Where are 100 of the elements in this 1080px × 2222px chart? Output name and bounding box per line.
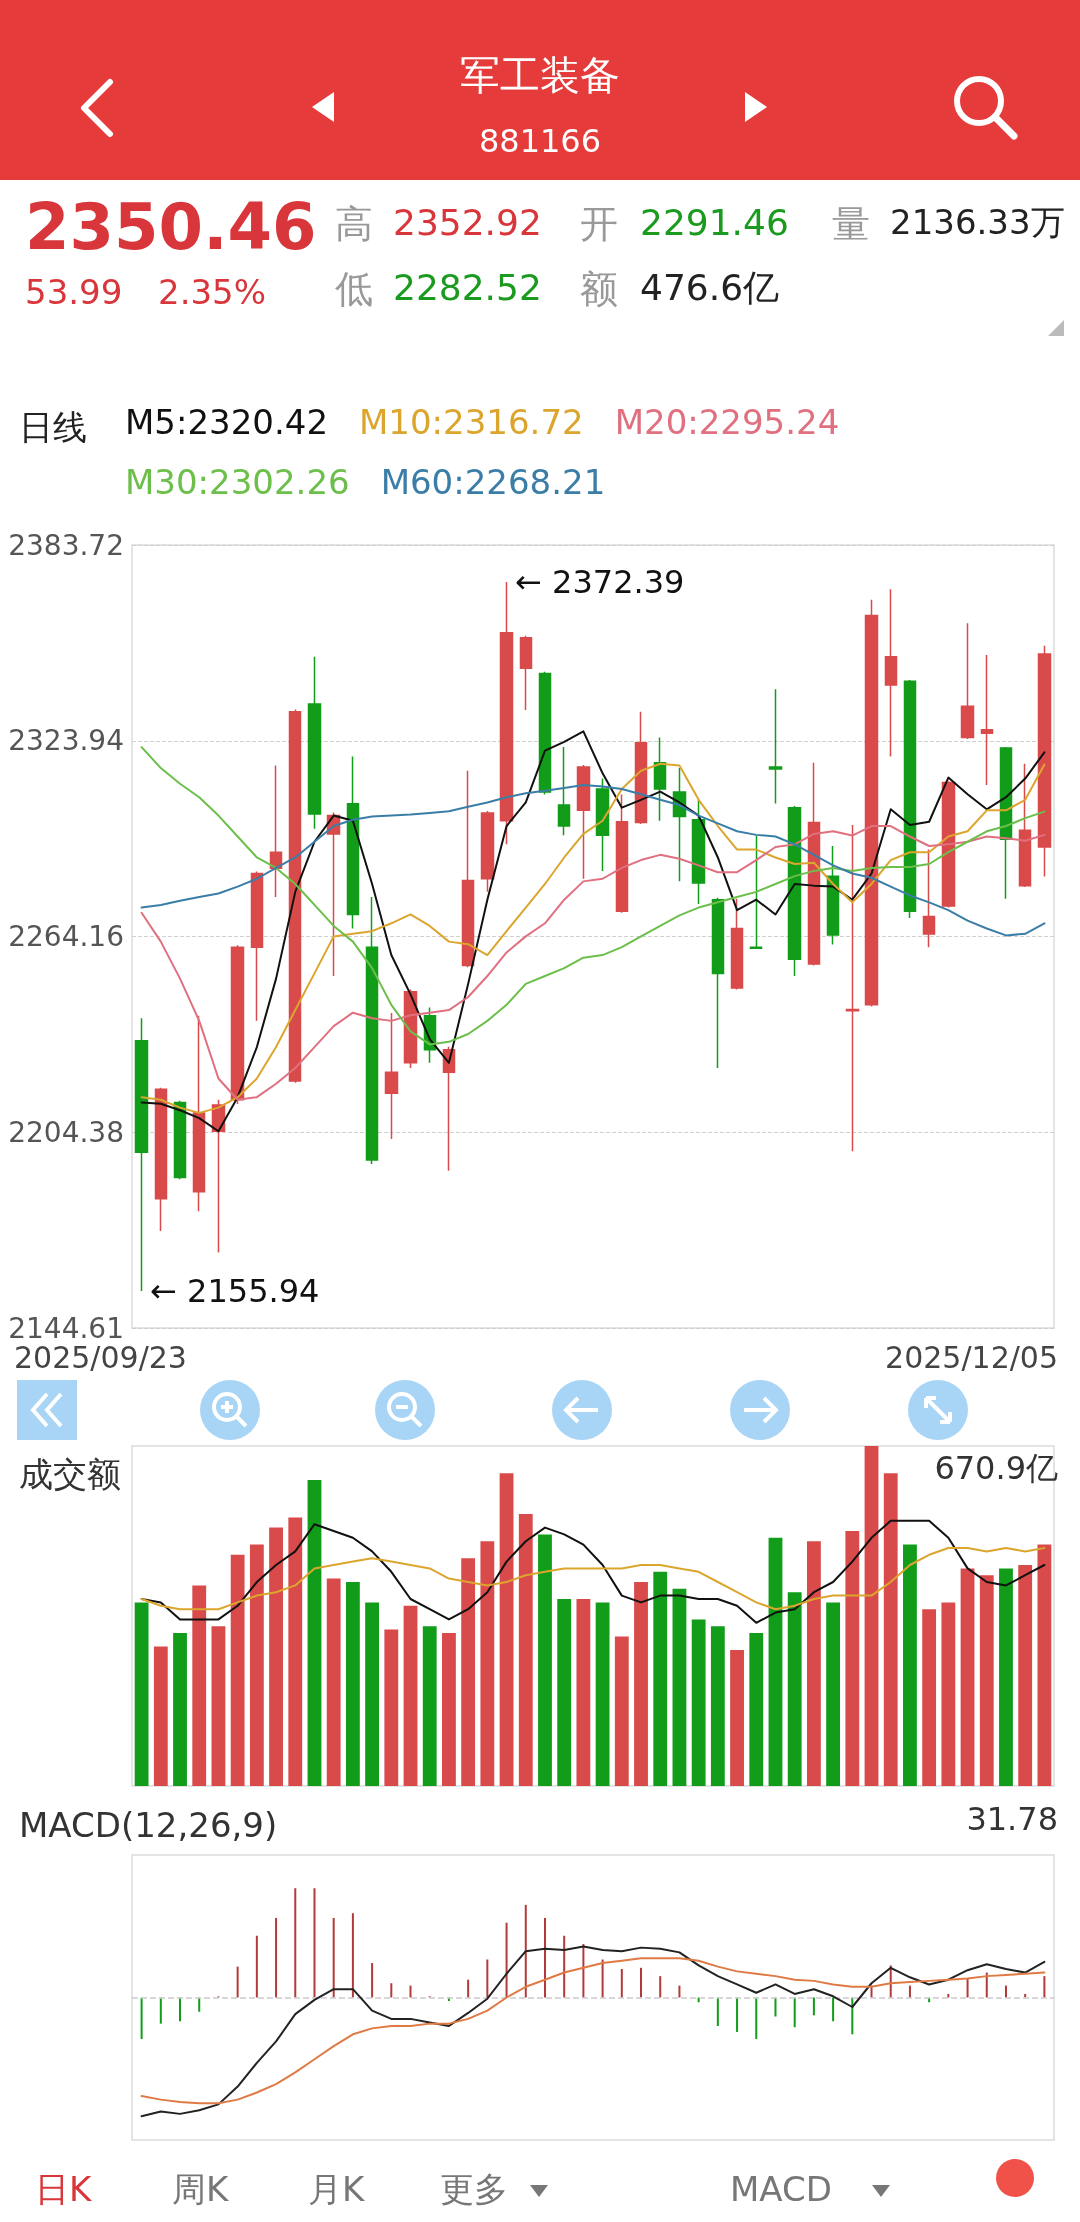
annotation: 670.9亿	[934, 1449, 1058, 1487]
bar	[903, 1544, 917, 1786]
text: 53.99	[25, 272, 123, 312]
bar	[672, 1588, 687, 1786]
bar	[653, 1571, 668, 1786]
candlestick	[250, 870, 264, 1022]
bar	[883, 1473, 898, 1786]
bar	[480, 1541, 495, 1786]
candlestick	[134, 1017, 149, 1292]
candlestick	[922, 848, 936, 948]
bar	[307, 1480, 322, 1786]
bar	[294, 1888, 297, 1998]
text: 月K	[308, 2169, 365, 2209]
bar	[812, 1997, 815, 2016]
candlestick	[845, 824, 860, 1152]
candlestick	[980, 654, 994, 786]
text: 881166	[477, 122, 603, 160]
text: M20:2295.24	[614, 402, 840, 442]
text: 2025/12/05	[885, 1339, 1059, 1375]
bar	[422, 1626, 437, 1786]
text: 2282.52	[393, 267, 542, 308]
bar	[601, 1959, 604, 1998]
bar	[275, 1917, 278, 1998]
bar	[941, 1602, 956, 1786]
y-tick-label: 2383.72	[8, 528, 124, 562]
bar	[908, 1985, 911, 1998]
text: 日K	[35, 2169, 92, 2209]
candlestick	[480, 810, 495, 893]
y-tick-label: 2264.16	[8, 920, 124, 954]
candlestick	[538, 671, 552, 796]
text: 低	[335, 267, 373, 311]
candlestick	[288, 708, 302, 1084]
bar	[826, 1602, 841, 1786]
candlestick	[711, 896, 725, 1069]
bar	[999, 1568, 1013, 1786]
bar	[371, 1963, 374, 1998]
bar	[960, 1568, 975, 1786]
bar	[979, 1575, 994, 1786]
bar	[563, 1935, 566, 1998]
bar	[384, 1629, 399, 1786]
candlestick	[653, 736, 667, 822]
text: 476.6亿	[640, 267, 780, 308]
bar	[365, 1602, 380, 1786]
bar	[390, 1983, 393, 1998]
bar	[640, 1967, 643, 1998]
y-tick-label: 2323.94	[8, 724, 124, 758]
candlestick	[1018, 763, 1032, 888]
text: M5:2320.42	[125, 402, 329, 442]
bar	[332, 1917, 335, 1998]
bar	[192, 1585, 207, 1786]
bar	[806, 1541, 821, 1786]
bar	[1018, 1565, 1033, 1786]
text: 2136.33万	[890, 202, 1065, 242]
candlestick	[595, 777, 610, 872]
candlestick	[749, 834, 763, 950]
bar	[467, 1979, 470, 1998]
bar	[1004, 1985, 1007, 1998]
bar	[634, 1582, 648, 1786]
bar	[134, 1602, 149, 1786]
bar	[486, 1959, 489, 1998]
bar	[678, 1985, 681, 1998]
bar	[409, 1985, 412, 1998]
text: 2291.46	[640, 202, 789, 243]
text: 量	[832, 202, 870, 246]
text: MACD	[730, 2169, 832, 2209]
candlestick	[461, 769, 475, 968]
bar	[736, 1997, 739, 2032]
candlestick	[499, 581, 514, 846]
candlestick	[154, 1086, 168, 1232]
bar	[518, 1514, 533, 1786]
y-tick-label: 2204.38	[8, 1115, 124, 1149]
bar	[211, 1626, 226, 1786]
bar	[505, 1922, 508, 1998]
bar	[755, 1997, 758, 2040]
bar	[716, 1997, 719, 2026]
bar	[1043, 1976, 1046, 1998]
bar	[710, 1626, 725, 1786]
bar	[230, 1554, 245, 1786]
line-series	[140, 784, 1046, 937]
bar	[787, 1592, 802, 1786]
bar	[614, 1636, 629, 1786]
bar	[543, 1917, 546, 1998]
candlestick	[634, 710, 648, 825]
candlestick	[730, 897, 744, 991]
candlestick	[230, 944, 245, 1105]
bar	[966, 1978, 969, 1998]
candlestick	[557, 746, 571, 836]
bar	[461, 1558, 476, 1786]
bar	[255, 1935, 258, 1998]
bar	[659, 1976, 662, 1998]
bar	[249, 1544, 264, 1786]
bar	[620, 1969, 623, 1998]
text: 更多	[440, 2169, 508, 2209]
bar	[774, 1997, 777, 2017]
candlestick	[615, 793, 629, 914]
bar	[538, 1534, 552, 1786]
bar	[179, 1997, 182, 2022]
annotation: ← 2372.39	[515, 563, 685, 602]
bar	[793, 1997, 796, 2028]
candlestick	[307, 655, 322, 830]
